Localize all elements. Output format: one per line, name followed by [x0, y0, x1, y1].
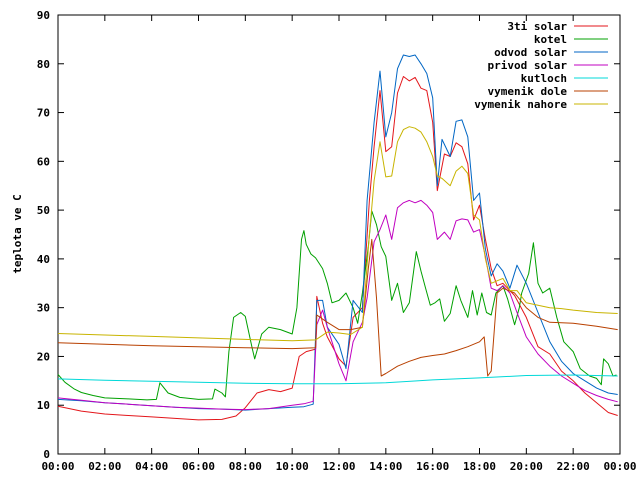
legend-label: vymenik dole — [488, 85, 568, 98]
x-tick-label: 10:00 — [276, 460, 309, 473]
legend-label: privod solar — [488, 59, 568, 72]
y-tick-label: 10 — [37, 399, 50, 412]
x-tick-label: 18:00 — [463, 460, 496, 473]
x-tick-label: 08:00 — [229, 460, 262, 473]
x-tick-label: 12:00 — [322, 460, 355, 473]
y-tick-label: 90 — [37, 9, 50, 22]
series-line-kutloch — [57, 374, 618, 385]
legend-label: odvod solar — [494, 46, 567, 59]
x-tick-label: 00:00 — [603, 460, 636, 473]
y-axis-label: teplota ve C — [11, 194, 24, 273]
legend-label: kutloch — [521, 72, 567, 85]
y-tick-label: 50 — [37, 204, 50, 217]
x-tick-label: 02:00 — [88, 460, 121, 473]
x-tick-label: 00:00 — [41, 460, 74, 473]
x-tick-label: 04:00 — [135, 460, 168, 473]
x-tick-label: 22:00 — [557, 460, 590, 473]
axis-ticks: 0 10 20 30 40 50 60 70 80 90 00:00 02:00 04:00 06:00 0… — [37, 9, 637, 473]
y-tick-label: 0 — [43, 448, 50, 461]
x-tick-label: 16:00 — [416, 460, 449, 473]
series-line-kotel — [57, 210, 617, 401]
series-line-vymenik-nahore — [57, 126, 618, 342]
legend-label: vymenik nahore — [474, 98, 567, 111]
series-layer — [57, 54, 618, 421]
x-tick-label: 06:00 — [182, 460, 215, 473]
y-tick-label: 60 — [37, 155, 50, 168]
y-tick-label: 20 — [37, 350, 50, 363]
legend-label: 3ti solar — [507, 20, 567, 33]
series-line-vymenik-dole — [57, 238, 618, 377]
y-tick-label: 40 — [37, 253, 50, 266]
y-tick-label: 30 — [37, 302, 50, 315]
x-tick-label: 14:00 — [369, 460, 402, 473]
legend-label: kotel — [534, 33, 567, 46]
series-line-privod-solar — [57, 199, 618, 411]
x-tick-label: 20:00 — [510, 460, 543, 473]
y-tick-label: 70 — [37, 107, 50, 120]
y-tick-label: 80 — [37, 58, 50, 71]
